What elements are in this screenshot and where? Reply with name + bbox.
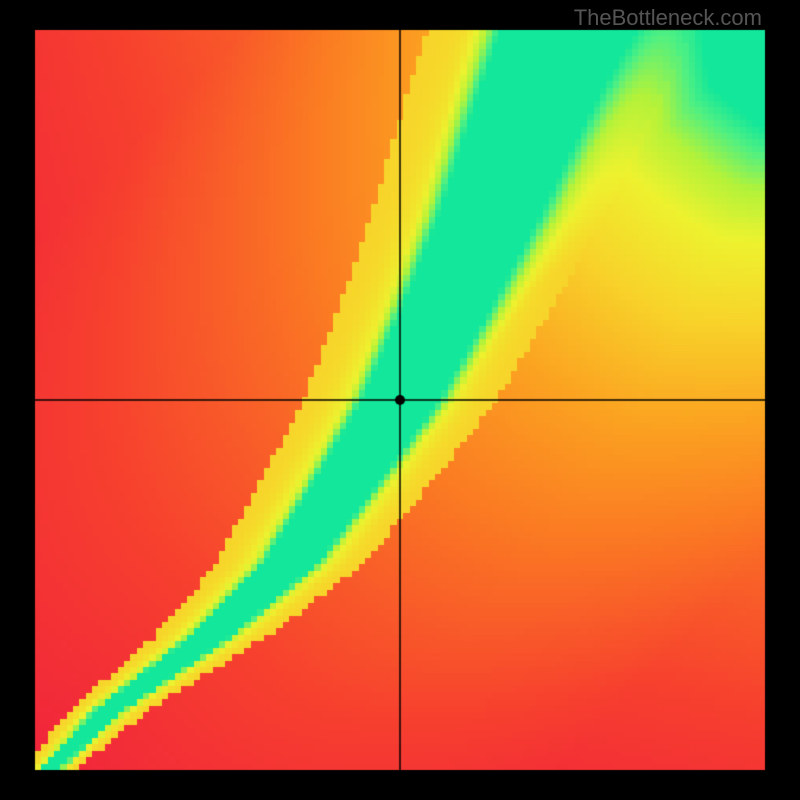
watermark-label: TheBottleneck.com bbox=[574, 5, 762, 31]
heatmap-plot bbox=[0, 0, 800, 800]
